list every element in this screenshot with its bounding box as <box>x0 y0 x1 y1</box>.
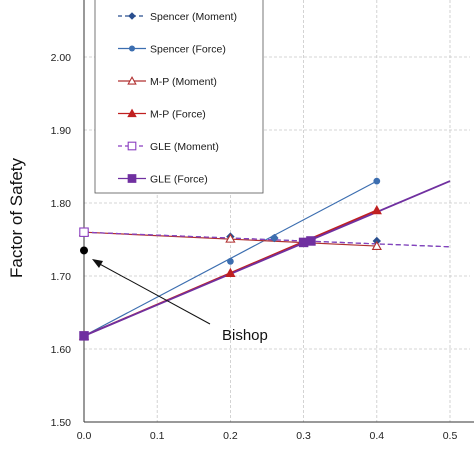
series-3-point <box>371 204 382 215</box>
x-tick-label: 0.5 <box>443 430 458 442</box>
series-4-point <box>79 227 89 237</box>
series-2-point <box>225 233 236 243</box>
y-tick-label: 1.80 <box>51 198 72 210</box>
legend-swatch-marker <box>127 174 137 183</box>
series-3-point <box>225 267 236 277</box>
series-1-point <box>270 234 278 242</box>
bishop-arrow-line <box>95 261 211 325</box>
y-tick-label: 1.90 <box>51 125 72 137</box>
legend-label: Spencer (Force) <box>150 44 226 56</box>
annotation-layer: Bishop <box>80 246 268 344</box>
legend-swatch-marker <box>128 12 136 20</box>
x-tick-label: 0.1 <box>150 430 165 442</box>
y-tick-label: 2.00 <box>51 52 72 64</box>
series-1-point <box>227 258 234 265</box>
y-tick-label: 1.70 <box>51 271 72 283</box>
legend-label: GLE (Moment) <box>150 141 219 153</box>
x-tick-label: 0.2 <box>223 430 238 442</box>
series-2-point <box>371 240 382 250</box>
legend-swatch-marker <box>127 76 137 85</box>
x-tick-label: 0.3 <box>296 430 311 442</box>
y-tick-label: 1.50 <box>51 417 72 429</box>
legend-swatch-marker <box>128 45 136 52</box>
legend[interactable]: Spencer (Moment) Spencer (Force) M-P (Mome… <box>94 0 264 194</box>
legend-label: GLE (Force) <box>150 174 208 186</box>
axes <box>83 0 474 423</box>
tick-labels: 0.0 0.1 0.2 0.3 0.4 0.5 1.50 1.60 1.70 1.80 1.90 2.… <box>51 52 458 442</box>
x-tick-label: 0.0 <box>77 430 92 442</box>
legend-swatch-marker <box>127 141 137 151</box>
series-1-point <box>373 177 381 185</box>
series-5-point <box>306 236 316 246</box>
legend-label: M-P (Force) <box>150 109 206 121</box>
bishop-arrow-head <box>92 259 103 268</box>
y-axis-title: Factor of Safety <box>7 158 26 278</box>
legend-label: M-P (Moment) <box>150 76 217 88</box>
x-tick-label: 0.4 <box>369 430 384 442</box>
legend-box <box>94 0 264 194</box>
bishop-point <box>80 246 88 255</box>
series-markers <box>78 177 382 341</box>
y-tick-label: 1.60 <box>51 344 72 356</box>
legend-label: Spencer (Moment) <box>150 11 237 23</box>
series-line-5 <box>83 180 451 337</box>
series-lines <box>83 180 451 337</box>
series-5-point <box>79 331 89 341</box>
bishop-label: Bishop <box>222 327 268 344</box>
series-line-4 <box>83 231 451 248</box>
legend-swatch-marker <box>127 108 137 118</box>
